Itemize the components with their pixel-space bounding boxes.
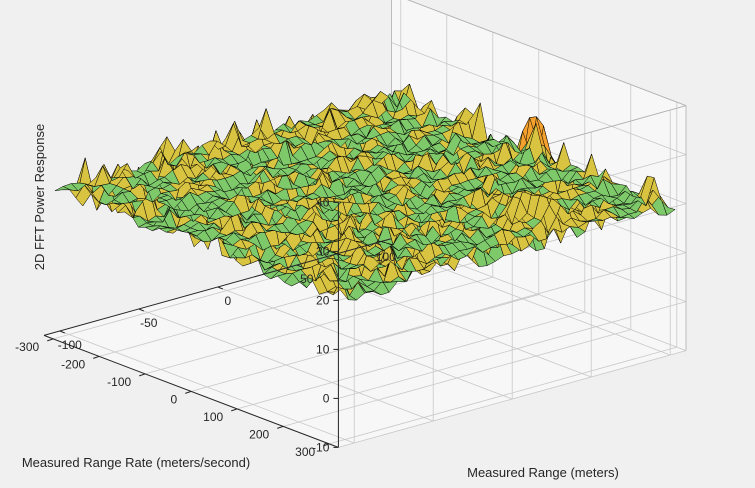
- z-tick-label: 10: [316, 342, 330, 356]
- y-tick-mark: [185, 390, 192, 394]
- y-tick-label: -100: [107, 375, 131, 389]
- z-tick-label: 0: [323, 391, 330, 405]
- y-tick-mark: [277, 425, 284, 429]
- grid-floor-y: [237, 311, 585, 410]
- grid-wall-z: [338, 301, 687, 399]
- z-tick-label: 40: [316, 195, 330, 209]
- grid-wall-z: [391, 42, 687, 155]
- z-axis-label: 2D FFT Power Response: [32, 124, 47, 270]
- y-tick-mark: [231, 408, 238, 412]
- grid-wall-z: [338, 252, 687, 350]
- tick-labels: -100-50050100-300-200-1000100200300-1001…: [15, 195, 396, 459]
- x-tick-mark: [138, 308, 144, 312]
- grid-floor-y: [283, 329, 631, 427]
- x-tick-label: 50: [300, 272, 314, 286]
- x-axis-label: Measured Range (meters): [467, 465, 619, 480]
- x-tick-mark: [217, 286, 223, 290]
- y-tick-label: 100: [203, 410, 223, 424]
- y-tick-label: 300: [295, 445, 315, 459]
- x-tick-mark: [296, 264, 302, 268]
- z-tick-label: 30: [316, 244, 330, 258]
- x-tick-label: 100: [376, 250, 396, 264]
- grid-floor-y: [145, 276, 493, 375]
- surface-mesh: [54, 83, 676, 301]
- grid-floor-y: [329, 346, 677, 445]
- z-tick-label: -10: [312, 440, 330, 454]
- x-tick-mark: [375, 242, 381, 246]
- x-tick-label: -100: [58, 338, 82, 352]
- x-tick-label: 0: [224, 294, 231, 308]
- surface-patch: [54, 186, 71, 192]
- y-tick-mark: [47, 338, 54, 342]
- x-tick-mark: [59, 330, 65, 334]
- z-tick-label: 20: [316, 293, 330, 307]
- y-tick-mark: [323, 443, 330, 447]
- y-tick-label: -300: [15, 340, 39, 354]
- y-tick-label: 0: [171, 392, 178, 406]
- y-tick-label: -200: [61, 357, 85, 371]
- y-axis-label: Measured Range Rate (meters/second): [22, 455, 250, 470]
- y-tick-mark: [139, 373, 146, 377]
- y-tick-label: 200: [249, 427, 269, 441]
- x-tick-label: -50: [140, 316, 158, 330]
- box-edge: [407, 0, 687, 106]
- grid-floor-y: [191, 294, 539, 392]
- y-tick-mark: [93, 355, 100, 359]
- grid-wall-z: [338, 350, 687, 448]
